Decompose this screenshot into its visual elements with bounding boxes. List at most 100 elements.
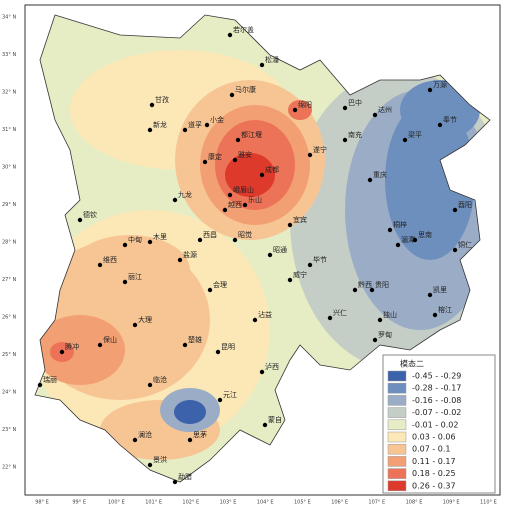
legend-label: 0.26 - 0.37 xyxy=(412,481,456,490)
lat-label: 32° N xyxy=(2,90,16,96)
city-label: 雅安 xyxy=(238,150,252,159)
city-label: 昭觉 xyxy=(238,230,252,239)
legend-label: 0.18 - 0.25 xyxy=(412,469,456,478)
city-dot xyxy=(182,342,188,348)
city-label: 都江堰 xyxy=(241,130,262,139)
city-label: 元江 xyxy=(223,391,237,399)
city-dot xyxy=(367,177,373,183)
city-dot xyxy=(37,382,43,388)
lon-label: 108° E xyxy=(406,500,423,506)
lat-label: 25° N xyxy=(2,352,16,358)
city-label: 越西 xyxy=(228,200,242,209)
city-label: 新龙 xyxy=(153,120,167,129)
lat-label: 24° N xyxy=(2,390,16,396)
legend-swatch xyxy=(387,443,407,455)
city-dot xyxy=(172,197,178,203)
city-label: 达州 xyxy=(378,105,392,114)
lat-label: 31° N xyxy=(2,127,16,133)
legend-swatch xyxy=(387,468,407,479)
city-label: 勐腊 xyxy=(178,472,192,481)
city-label: 木里 xyxy=(153,232,167,241)
city-dot xyxy=(202,159,208,165)
legend-label: -0.07 - -0.02 xyxy=(412,408,461,417)
city-dot xyxy=(259,172,265,178)
lon-label: 105° E xyxy=(294,500,311,506)
city-dot xyxy=(147,382,153,388)
lon-label: 99° E xyxy=(72,500,86,506)
city-dot xyxy=(147,127,153,133)
city-label: 会理 xyxy=(213,280,227,289)
city-label: 丽江 xyxy=(128,273,142,281)
city-dot xyxy=(342,137,348,143)
city-label: 甘孜 xyxy=(155,95,169,104)
city-dot xyxy=(427,292,433,298)
city-label: 凯里 xyxy=(433,285,447,294)
city-label: 绵阳 xyxy=(298,100,312,109)
lat-label: 28° N xyxy=(2,240,16,246)
legend-label: -0.01 - 0.02 xyxy=(412,420,458,429)
city-dot xyxy=(147,462,153,468)
lat-label: 30° N xyxy=(2,165,16,171)
city-dot xyxy=(207,287,213,293)
city-dot xyxy=(217,397,223,403)
city-label: 重庆 xyxy=(373,170,387,179)
city-label: 桐梓 xyxy=(393,220,407,229)
lat-label: 27° N xyxy=(2,277,16,283)
city-label: 毕节 xyxy=(313,255,327,264)
city-label: 思茅 xyxy=(193,430,207,439)
city-dot xyxy=(177,257,183,263)
city-label: 威宁 xyxy=(293,270,307,279)
lon-label: 100° E xyxy=(108,500,125,506)
city-dot xyxy=(182,127,188,133)
city-label: 景洪 xyxy=(153,455,167,464)
city-label: 奉节 xyxy=(443,115,457,124)
legend-swatch xyxy=(387,431,407,443)
lon-label: 103° E xyxy=(220,500,237,506)
legend-swatch xyxy=(387,407,407,418)
city-dot xyxy=(412,237,418,243)
lon-label: 102° E xyxy=(182,500,199,506)
city-dot xyxy=(132,322,138,328)
legend-label: 0.07 - 0.1 xyxy=(412,445,451,454)
city-label: 兴仁 xyxy=(333,308,347,317)
legend-swatch xyxy=(387,370,407,382)
city-dot xyxy=(369,287,375,293)
legend-label: -0.28 - -0.17 xyxy=(412,384,461,393)
city-label: 德钦 xyxy=(83,210,97,219)
contours xyxy=(35,15,490,482)
city-dot xyxy=(372,337,378,343)
city-dot xyxy=(235,137,241,143)
city-label: 临沧 xyxy=(153,375,167,384)
city-dot xyxy=(252,317,258,323)
city-label: 道孚 xyxy=(188,120,202,129)
lat-label: 34° N xyxy=(2,15,16,21)
city-dot xyxy=(372,112,378,118)
city-dot xyxy=(147,239,153,245)
city-label: 昆明 xyxy=(221,343,235,351)
city-label: 榕江 xyxy=(438,305,452,314)
city-label: 楚雄 xyxy=(188,335,202,344)
lon-label: 109° E xyxy=(443,500,460,506)
city-dot xyxy=(387,227,393,233)
city-label: 遂宁 xyxy=(313,145,327,154)
city-label: 罗甸 xyxy=(378,330,392,339)
legend-swatch xyxy=(387,382,407,394)
city-dot xyxy=(172,479,178,485)
city-label: 宜宾 xyxy=(293,215,307,224)
lat-label: 23° N xyxy=(2,427,16,433)
legend-swatch xyxy=(387,456,407,467)
city-dot xyxy=(229,92,235,98)
city-label: 酉阳 xyxy=(458,200,472,209)
city-label: 西昌 xyxy=(203,231,217,239)
city-dot xyxy=(132,437,138,443)
city-label: 保山 xyxy=(103,335,117,344)
lat-label: 33° N xyxy=(2,52,16,58)
city-label: 维西 xyxy=(103,255,117,264)
city-dot xyxy=(197,237,203,243)
city-dot xyxy=(59,349,65,355)
city-label: 盐源 xyxy=(183,250,197,259)
city-dot xyxy=(427,87,433,93)
city-dot xyxy=(262,422,268,428)
